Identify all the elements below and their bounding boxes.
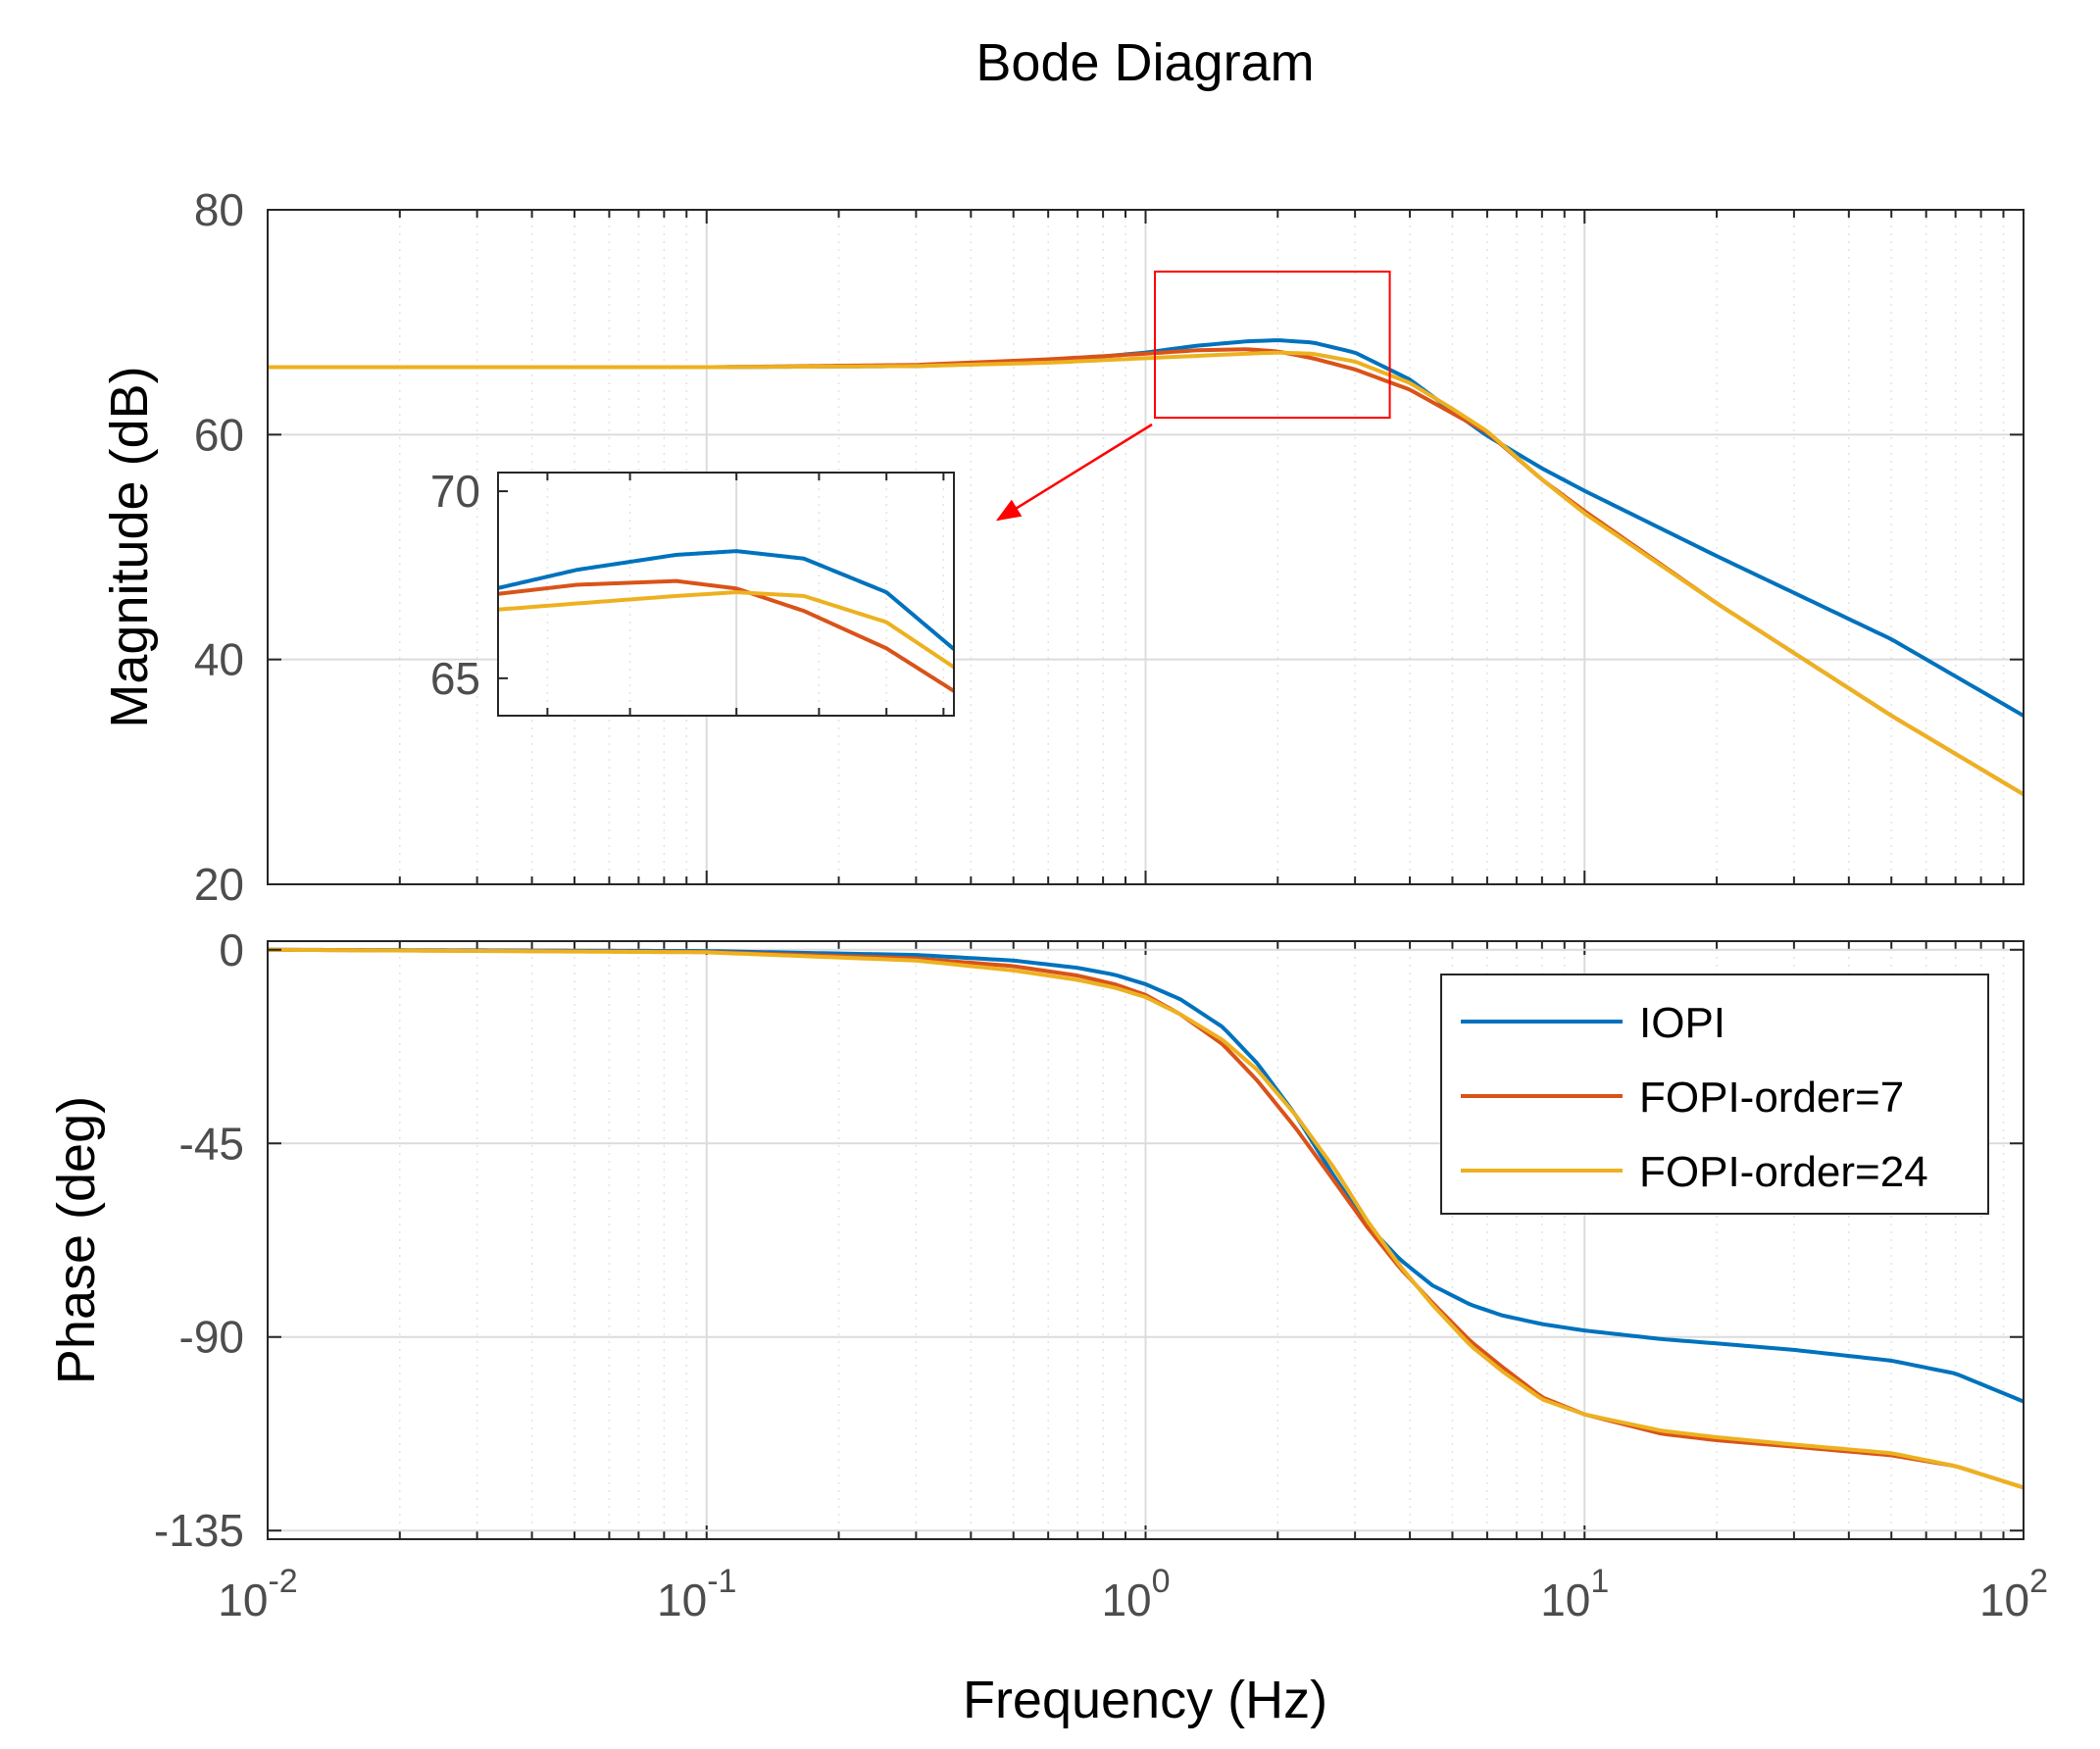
legend: IOPI FOPI-order=7 FOPI-order=24: [1440, 974, 1989, 1215]
x-tick-base: 10: [1101, 1574, 1151, 1625]
chart-title: Bode Diagram: [975, 33, 1314, 92]
phase-grid: [267, 941, 2025, 1539]
inset-series-fopi-order-7: [498, 578, 954, 693]
x-tick-base: 10: [1979, 1574, 2029, 1625]
phase-y-tick-label: -45: [179, 1118, 244, 1169]
zoom-arrow: [995, 423, 1153, 522]
x-tick-base: 10: [657, 1574, 707, 1625]
magnitude-series-fopi-order-24: [268, 350, 2024, 796]
inset-y-tick-label: 65: [430, 653, 480, 704]
x-tick-exponent: 1: [1590, 1563, 1609, 1600]
x-tick-label: 10-1: [657, 1563, 736, 1625]
phase-axes-box: [267, 940, 2025, 1540]
legend-label-fopi-7: FOPI-order=7: [1639, 1074, 1904, 1122]
legend-label-iopi: IOPI: [1639, 999, 1725, 1047]
phase-ylabel: Phase (deg): [47, 1096, 106, 1384]
x-tick-exponent: -2: [268, 1563, 297, 1600]
inset-series-fopi-order-24: [498, 590, 954, 670]
zoom-region-box: [1153, 271, 1391, 420]
magnitude-axes-box: [267, 209, 2025, 885]
magnitude-lines: [268, 338, 2024, 796]
x-axis-label: Frequency (Hz): [963, 1671, 1327, 1729]
inset-series-iopi: [498, 549, 954, 651]
inset-y-tick-label: 70: [430, 466, 480, 517]
magnitude-y-tick-label: 20: [194, 859, 244, 910]
x-tick-label: 10-2: [218, 1563, 297, 1625]
x-tick-label: 101: [1540, 1563, 1609, 1625]
x-tick-exponent: 0: [1152, 1563, 1171, 1600]
magnitude-y-tick-label: 80: [194, 184, 244, 235]
inset-lines: [498, 549, 954, 693]
magnitude-y-tick-label: 40: [194, 634, 244, 685]
phase-y-tick-label: -135: [154, 1505, 244, 1556]
magnitude-y-tick-label: 60: [194, 409, 244, 460]
magnitude-ylabel: Magnitude (dB): [100, 366, 159, 727]
phase-y-tick-label: -90: [179, 1312, 244, 1363]
phase-y-ticks: 0 -45 -90 -135: [154, 924, 2024, 1556]
x-tick-label: 102: [1979, 1563, 2048, 1625]
phase-y-tick-label: 0: [219, 924, 244, 975]
x-tick-labels: 10-2 10-1 100 101 102: [218, 1563, 2048, 1625]
phase-lines: [268, 947, 2024, 1490]
x-tick-exponent: 2: [2029, 1563, 2048, 1600]
inset-y-ticks: 70 65: [430, 466, 508, 704]
x-tick-exponent: -1: [707, 1563, 736, 1600]
x-tick-label: 100: [1101, 1563, 1170, 1625]
phase-series-fopi-order-24: [268, 947, 2024, 1490]
x-tick-base: 10: [218, 1574, 268, 1625]
legend-label-fopi-24: FOPI-order=24: [1639, 1148, 1928, 1196]
inset-axes-box: [497, 472, 955, 717]
x-tick-base: 10: [1540, 1574, 1590, 1625]
magnitude-y-ticks: 80 60 40 20: [194, 184, 2024, 910]
